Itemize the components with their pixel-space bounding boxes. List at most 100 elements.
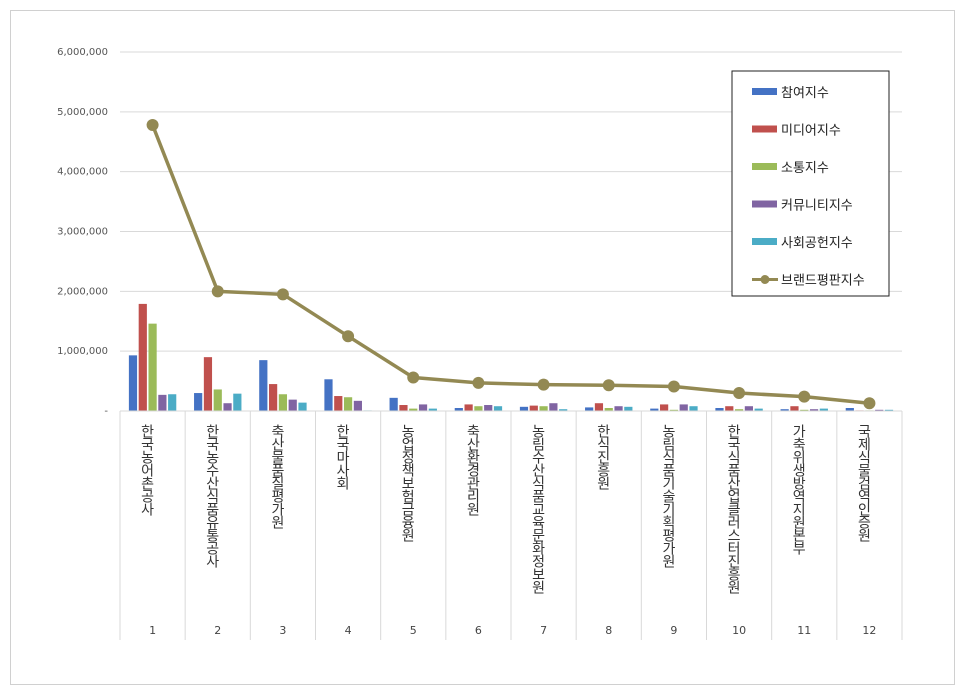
y-tick-label: 4,000,000 <box>57 167 108 178</box>
y-tick-label: 6,000,000 <box>57 47 108 58</box>
bar <box>389 397 398 411</box>
bar <box>399 405 408 411</box>
bar <box>148 323 157 411</box>
rank-label: 8 <box>605 624 612 637</box>
rank-label: 4 <box>345 624 352 637</box>
bar <box>194 393 203 411</box>
bar <box>669 409 679 411</box>
bar <box>845 408 854 411</box>
bar <box>624 406 633 411</box>
brand-index-line <box>146 118 876 410</box>
rank-label: 3 <box>279 624 286 637</box>
rank-label: 11 <box>797 624 811 637</box>
bar <box>464 404 473 411</box>
bars <box>128 303 894 411</box>
bar <box>884 409 894 411</box>
legend-label: 커뮤니티지수 <box>781 199 853 214</box>
category-label: 농업정책보험금융원 <box>399 424 415 542</box>
bar <box>418 404 428 411</box>
legend-swatch <box>752 125 777 133</box>
line-point <box>602 379 615 392</box>
legend-box <box>731 70 890 297</box>
line-point <box>472 376 485 389</box>
bar <box>819 408 828 411</box>
rank-label: 1 <box>149 624 156 637</box>
bar <box>474 406 483 411</box>
line-point <box>146 118 159 131</box>
category-label: 한국식품산업클러스터진흥원 <box>725 424 741 594</box>
bar <box>158 394 167 411</box>
bar <box>454 408 463 411</box>
legend-swatch <box>752 88 777 95</box>
bar <box>259 360 268 411</box>
category-label: 한국농어촌공사 <box>139 424 155 516</box>
rank-label: 6 <box>475 624 482 637</box>
rank-label: 5 <box>410 624 417 637</box>
line-point <box>798 390 811 403</box>
bar <box>428 408 437 411</box>
bar <box>604 408 613 411</box>
y-tick-label: - <box>104 406 108 417</box>
rank-label: 10 <box>732 624 746 637</box>
line-point <box>667 380 680 393</box>
bar <box>288 399 297 411</box>
bar <box>519 406 529 411</box>
category-label: 농림수산식품교육문화정보원 <box>530 424 546 594</box>
bar <box>800 409 809 411</box>
bar <box>660 404 669 411</box>
category-label: 농림식품기술기획평가원 <box>660 424 676 568</box>
y-axis: - 1,000,000 2,000,000 3,000,000 4,000,000 5,0… <box>57 47 108 417</box>
bar <box>809 409 819 411</box>
bar <box>715 408 724 411</box>
bar <box>679 404 688 411</box>
category-label: 한식진흥원 <box>595 424 611 490</box>
bar <box>128 355 138 411</box>
legend-label: 참여지수 <box>781 86 829 101</box>
rank-label: 7 <box>540 624 547 637</box>
bar <box>298 402 307 411</box>
bar <box>138 303 147 411</box>
category-label: 축산물품질평가원 <box>269 424 285 529</box>
category-label: 한국농수산식품유통공사 <box>204 424 220 568</box>
legend-swatch <box>752 163 777 170</box>
rank-label: 12 <box>862 624 876 637</box>
category-label: 가축위생방역지원본부 <box>790 424 806 555</box>
line-point <box>863 397 876 410</box>
bar <box>409 408 418 411</box>
bar <box>168 394 177 411</box>
bar <box>614 406 623 411</box>
bar <box>790 406 799 411</box>
y-tick-label: 2,000,000 <box>57 286 108 297</box>
line-point <box>276 288 289 301</box>
rank-label: 9 <box>670 624 677 637</box>
legend-label: 브랜드평판지수 <box>781 274 865 289</box>
line-point <box>211 285 224 298</box>
bar <box>343 397 353 411</box>
bar <box>213 389 222 411</box>
bar <box>559 409 568 411</box>
bar <box>203 357 213 411</box>
x-axis: 한국농어촌공사 1 한국농수산식품유통공사 2 축산물품질평가원 3 한국마사회 4 농업정책보… <box>119 410 903 640</box>
bar <box>650 408 659 411</box>
line-point <box>537 378 550 391</box>
legend-label: 미디어지수 <box>781 124 841 139</box>
bar <box>493 406 503 411</box>
bar <box>744 406 753 411</box>
bar <box>594 403 604 411</box>
brand-index-line-path <box>150 124 870 405</box>
legend-marker <box>760 275 770 284</box>
y-tick-label: 5,000,000 <box>57 107 108 118</box>
y-tick-label: 3,000,000 <box>57 227 108 238</box>
bar <box>223 403 232 411</box>
bar <box>233 393 242 411</box>
legend-swatch <box>752 200 777 208</box>
line-point <box>342 330 355 343</box>
line-point <box>407 371 420 384</box>
line-point <box>733 387 746 400</box>
bar <box>484 405 493 411</box>
category-label: 축산환경관리원 <box>464 424 480 516</box>
category-label: 국제식물검역인증원 <box>855 424 871 542</box>
bar <box>875 409 884 411</box>
